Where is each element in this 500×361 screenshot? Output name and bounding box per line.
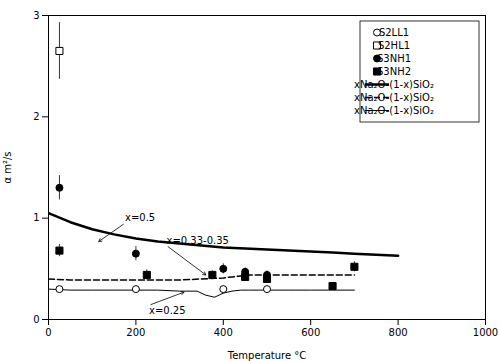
svg-text:S3NH1: S3NH1 <box>377 53 411 64</box>
svg-text:600: 600 <box>301 327 320 338</box>
svg-text:α m²/s: α m²/s <box>2 151 13 183</box>
svg-text:xNa₂O-(1-x)SiO₂: xNa₂O-(1-x)SiO₂ <box>354 92 434 103</box>
svg-text:0: 0 <box>45 327 51 338</box>
svg-text:S2HL1: S2HL1 <box>378 40 410 51</box>
svg-text:S3NH2: S3NH2 <box>377 66 411 77</box>
svg-text:xNa₂O-(1-x)SiO₂: xNa₂O-(1-x)SiO₂ <box>354 79 434 90</box>
svg-text:Temperature °C: Temperature °C <box>227 350 307 361</box>
svg-text:200: 200 <box>126 327 145 338</box>
svg-text:2: 2 <box>33 111 39 122</box>
svg-text:x=0.25: x=0.25 <box>149 305 186 316</box>
svg-text:800: 800 <box>389 327 408 338</box>
svg-text:S2LL1: S2LL1 <box>379 27 409 38</box>
svg-text:x=0.5: x=0.5 <box>125 212 155 223</box>
svg-text:x=0.33-0.35: x=0.33-0.35 <box>166 235 228 246</box>
svg-text:0: 0 <box>33 314 39 325</box>
svg-text:1000: 1000 <box>473 327 498 338</box>
svg-text:3: 3 <box>33 10 39 21</box>
svg-text:xNa₂O-(1-x)SiO₂: xNa₂O-(1-x)SiO₂ <box>354 105 434 116</box>
svg-text:400: 400 <box>214 327 233 338</box>
svg-text:1: 1 <box>33 212 39 223</box>
